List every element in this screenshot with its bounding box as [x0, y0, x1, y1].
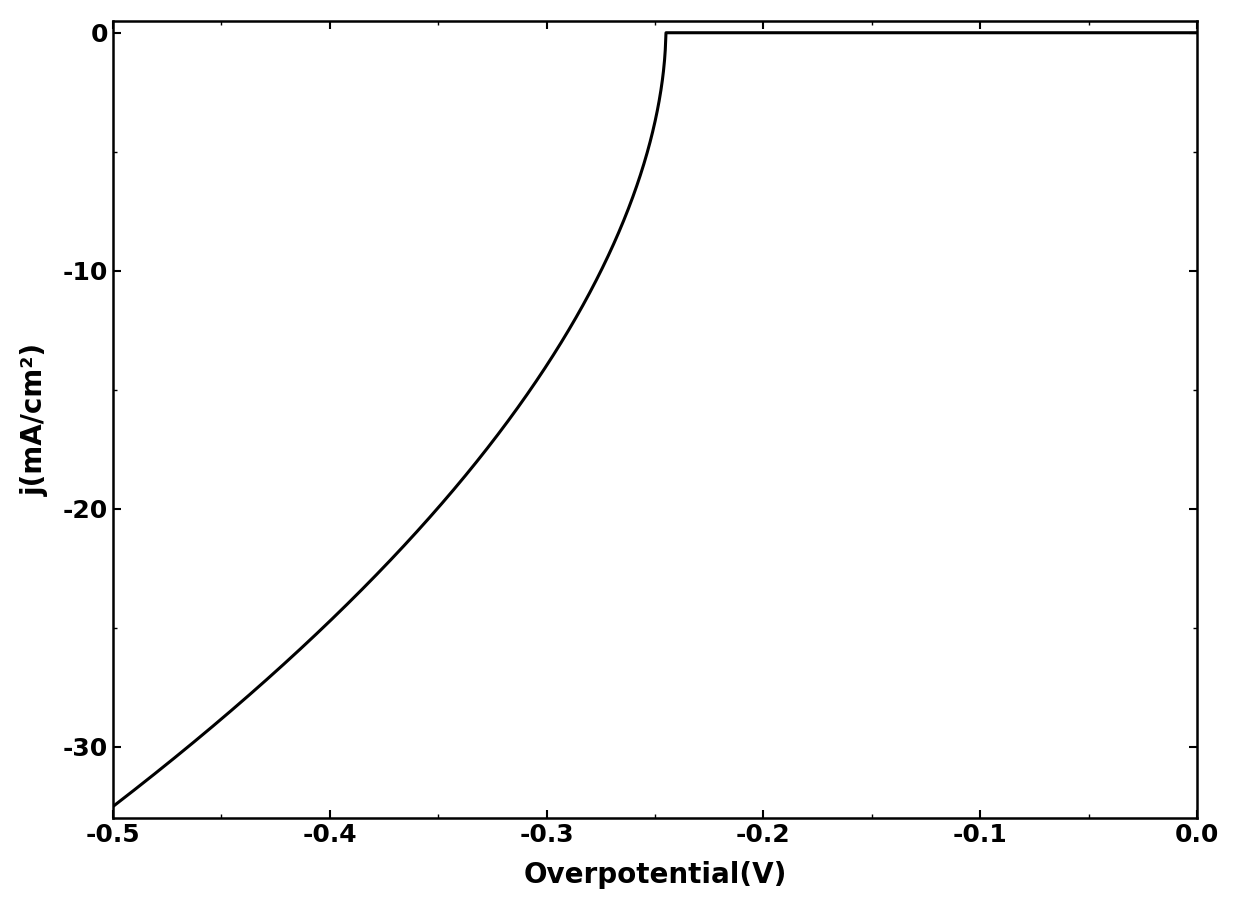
- Y-axis label: j(mA/cm²): j(mA/cm²): [21, 343, 48, 496]
- X-axis label: Overpotential(V): Overpotential(V): [523, 861, 786, 889]
